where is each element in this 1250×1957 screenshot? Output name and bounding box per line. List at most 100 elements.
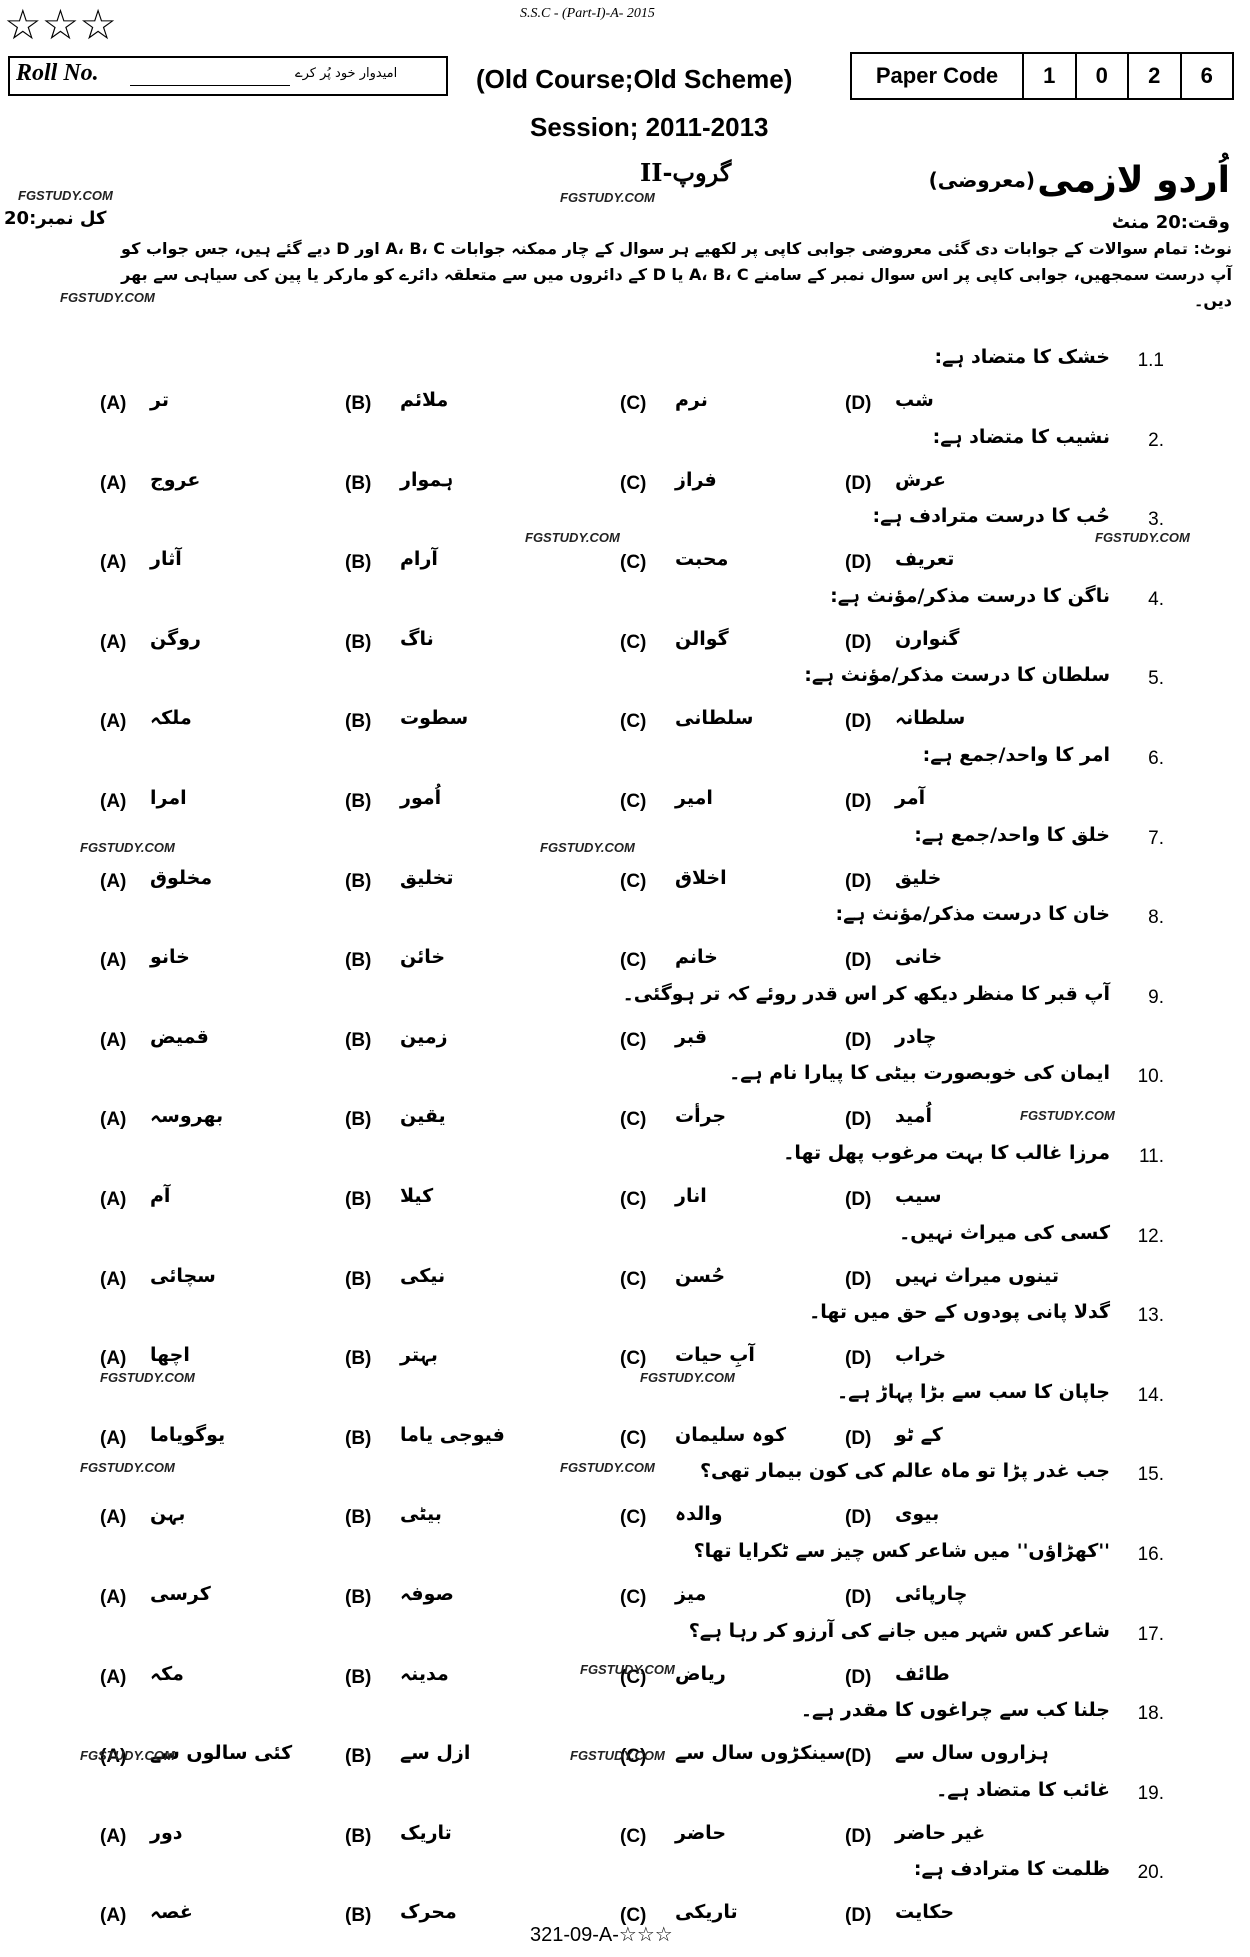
question-prompt: حُب کا درست مترادف ہے: — [872, 505, 1110, 528]
watermark: FGSTUDY.COM — [80, 1460, 175, 1475]
option-label: (C) — [620, 472, 647, 494]
question-number: 12. — [1137, 1225, 1164, 1247]
option-text: سیب — [895, 1185, 942, 1207]
option-label: (A) — [100, 1029, 127, 1051]
option-text: ہزاروں سال سے — [895, 1742, 1049, 1765]
option-label: (A) — [100, 1427, 127, 1449]
option-label: (C) — [620, 870, 647, 892]
option-text: ازل سے — [400, 1742, 471, 1765]
course: (Old Course;Old Scheme) — [476, 64, 793, 94]
option-label: (D) — [845, 1587, 872, 1608]
option-label: (C) — [620, 950, 647, 972]
option-label: (D) — [845, 1268, 872, 1290]
option-text: سچائی — [150, 1264, 216, 1287]
option-label: (B) — [345, 1587, 372, 1608]
option-text: بیٹی — [400, 1503, 442, 1526]
watermark: FGSTUDY.COM — [1020, 1108, 1115, 1123]
option-label: (D) — [845, 950, 872, 972]
option-label: (A) — [100, 1268, 127, 1290]
option-label: (D) — [845, 1507, 872, 1529]
option-label: (D) — [845, 1825, 872, 1847]
option-label: (D) — [845, 1427, 872, 1449]
option-text: چارپائی — [895, 1583, 968, 1605]
question-number: 7. — [1148, 827, 1164, 849]
option-label: (A) — [100, 1189, 127, 1210]
option-text: بیوی — [895, 1503, 940, 1526]
option-text: یوگویاما — [150, 1423, 226, 1446]
option-text: قمیض — [150, 1025, 209, 1048]
subject: اُردو لازمی — [1037, 160, 1230, 201]
option-text: کے ٹو — [895, 1423, 943, 1446]
option-text: خانو — [150, 946, 190, 969]
question-number: 19. — [1137, 1782, 1164, 1804]
option-text: اُمید — [895, 1105, 933, 1128]
option-label: (D) — [845, 393, 872, 414]
option-text: آرام — [400, 548, 438, 571]
option-label: (C) — [620, 552, 647, 574]
stars: ☆☆☆ — [4, 0, 117, 49]
option-text: غیر حاضر — [895, 1821, 986, 1844]
instructions: نوٹ: تمام سوالات کے جوابات دی گئی معروضی… — [121, 239, 1232, 310]
option-label: (C) — [620, 1348, 647, 1370]
option-text: بھروسہ — [150, 1105, 224, 1128]
option-text: سلطانی — [675, 707, 754, 730]
question-number: 4. — [1148, 588, 1164, 610]
watermark: FGSTUDY.COM — [560, 190, 655, 205]
option-text: مکہ — [150, 1662, 184, 1685]
option-label: (C) — [620, 1109, 647, 1131]
option-text: اُمور — [400, 787, 442, 809]
time: وقت:20 منٹ — [1111, 212, 1230, 233]
option-text: دور — [150, 1821, 183, 1844]
option-text: کوہ سلیمان — [675, 1423, 786, 1446]
roll-box — [8, 56, 448, 96]
question-prompt: آپ قبر کا منظر دیکھ کر اس قدر روئے کہ تر… — [622, 982, 1110, 1005]
option-text: حاضر — [675, 1821, 727, 1844]
option-label: (B) — [345, 870, 372, 892]
option-label: (D) — [845, 631, 872, 653]
watermark: FGSTUDY.COM — [525, 530, 620, 545]
option-text: خانم — [675, 946, 718, 969]
watermark: FGSTUDY.COM — [80, 1748, 175, 1763]
option-label: (B) — [345, 1507, 372, 1529]
option-text: کیلا — [400, 1185, 434, 1207]
option-text: فراز — [675, 468, 717, 491]
option-text: غصہ — [150, 1901, 193, 1924]
option-label: (C) — [620, 1746, 647, 1768]
option-text: عرش — [895, 468, 947, 491]
option-label: (B) — [345, 1825, 372, 1847]
paper-code-digit: 0 — [1074, 54, 1128, 98]
option-text: تاریکی — [675, 1901, 738, 1924]
option-text: قبر — [675, 1025, 708, 1048]
question-number: 17. — [1137, 1623, 1164, 1645]
option-label: (C) — [620, 631, 647, 653]
option-label: (A) — [100, 552, 127, 574]
question-number: 15. — [1137, 1464, 1164, 1486]
option-text: خراب — [895, 1344, 947, 1367]
option-label: (C) — [620, 1666, 647, 1688]
option-label: (B) — [345, 1189, 372, 1210]
option-label: (C) — [620, 1587, 647, 1608]
option-label: (B) — [345, 1268, 372, 1290]
watermark: FGSTUDY.COM — [80, 840, 175, 855]
option-label: (D) — [845, 1746, 872, 1768]
option-label: (A) — [100, 1109, 127, 1131]
option-label: (D) — [845, 1029, 872, 1051]
paper-code-label: Paper Code — [852, 54, 1024, 98]
question-prompt: خشک کا متضاد ہے: — [934, 346, 1111, 368]
question-number: 5. — [1148, 668, 1164, 690]
option-label: (D) — [845, 1109, 872, 1131]
paper-code-digit: 1 — [1043, 63, 1056, 88]
option-label: (A) — [100, 950, 127, 972]
option-text: خائن — [400, 946, 446, 969]
option-text: آمر — [895, 787, 926, 809]
option-text: روگن — [150, 627, 201, 650]
option-label: (D) — [845, 1348, 872, 1370]
option-label: (B) — [345, 1029, 372, 1051]
option-text: گنوارن — [895, 627, 960, 650]
question-number: 9. — [1148, 986, 1164, 1008]
option-label: (A) — [100, 1507, 127, 1529]
roll-note: امیدوار خود پُر کرے — [295, 66, 398, 81]
option-label: (C) — [620, 791, 647, 812]
option-label: (D) — [845, 552, 872, 574]
